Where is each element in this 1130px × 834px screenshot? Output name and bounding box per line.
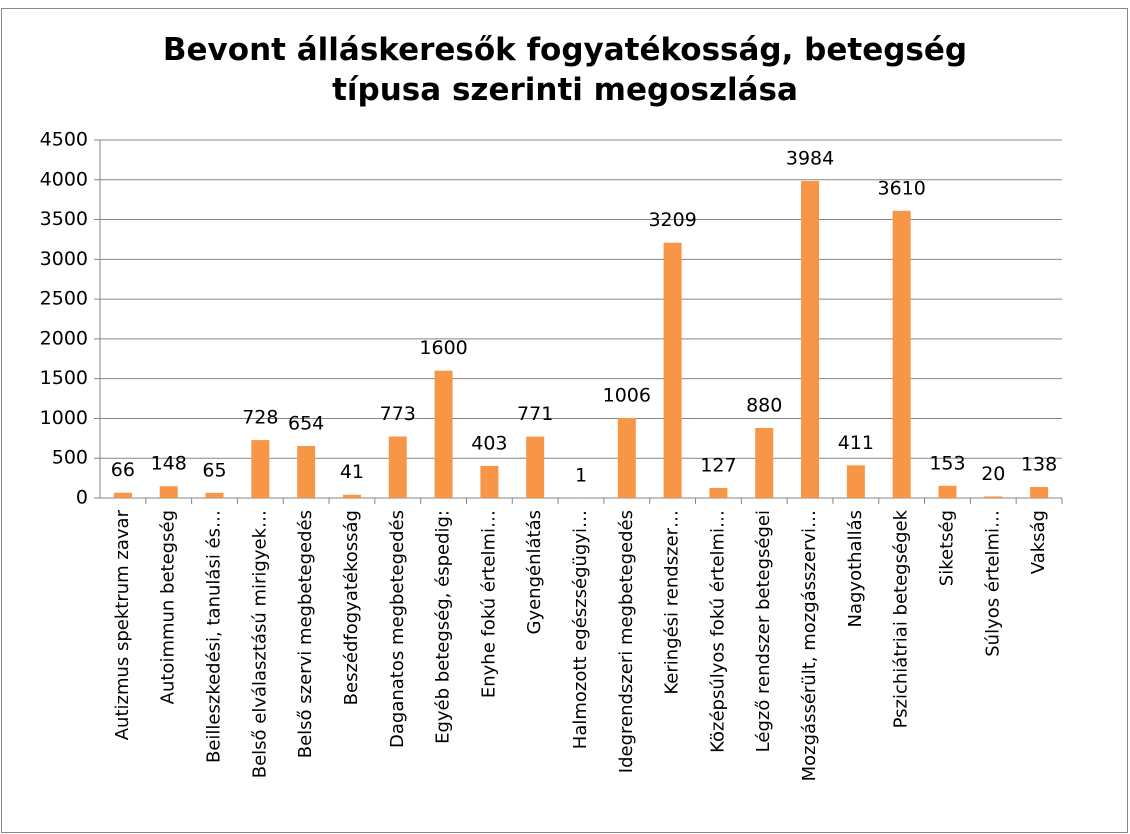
- bar: [159, 486, 178, 498]
- x-tick-label: Egyéb betegség, éspedig:: [433, 510, 454, 744]
- x-tick-label: Vakság: [1028, 510, 1049, 574]
- y-tick-label: 500: [52, 447, 88, 469]
- bar: [480, 465, 499, 498]
- chart-title: Bevont álláskeresők fogyatékosság, beteg…: [162, 32, 968, 108]
- x-tick-label: Idegrendszeri megbetegedés: [616, 510, 637, 773]
- bar: [251, 440, 270, 498]
- data-label: 3984: [786, 148, 834, 170]
- x-tick-label: Súlyos értelmi…: [982, 510, 1003, 657]
- bar: [846, 465, 865, 498]
- data-label: 127: [700, 454, 736, 476]
- x-tick-label: Enyhe fokú értelmi…: [478, 510, 499, 698]
- bar: [388, 436, 407, 498]
- data-label: 654: [288, 412, 324, 434]
- x-tick-label: Belső elválasztású mirigyek…: [249, 510, 270, 778]
- bar: [709, 487, 728, 498]
- bar: [892, 210, 911, 498]
- bar: [801, 181, 820, 498]
- bar: [755, 427, 774, 498]
- x-tick-label: Beilleszkedési, tanulási és…: [204, 510, 225, 763]
- x-tick-label: Keringési rendszer…: [662, 510, 683, 695]
- bar: [663, 242, 682, 498]
- data-label: 153: [929, 452, 965, 474]
- bar: [938, 485, 957, 498]
- data-label: 148: [151, 453, 187, 475]
- data-label: 1600: [419, 337, 467, 359]
- y-tick-label: 0: [76, 487, 88, 509]
- y-tick-label: 2000: [40, 327, 88, 349]
- bar: [984, 496, 1003, 498]
- y-tick-label: 1000: [40, 407, 88, 429]
- data-label: 771: [517, 403, 553, 425]
- y-tick-label: 4500: [40, 129, 88, 151]
- x-tick-label: Nagyothallás: [845, 510, 866, 628]
- chart-border: [1, 8, 1128, 833]
- y-tick-label: 2500: [40, 288, 88, 310]
- data-label: 65: [202, 459, 226, 481]
- x-tick-label: Halmozott egészségügyi…: [570, 510, 591, 749]
- bar: [434, 370, 453, 498]
- bar: [342, 494, 361, 498]
- data-label: 1006: [603, 384, 651, 406]
- bar: [113, 492, 132, 498]
- y-tick-label: 3500: [40, 208, 88, 230]
- y-tick-label: 1500: [40, 367, 88, 389]
- x-tick-label: Autizmus spektrum zavar: [112, 509, 133, 740]
- x-tick-label: Belső szervi megbetegedés: [295, 510, 316, 758]
- x-tick-label: Középsúlyos fokú értelmi…: [707, 510, 728, 753]
- data-label: 403: [471, 432, 507, 454]
- data-label: 773: [380, 403, 416, 425]
- data-label: 138: [1021, 454, 1057, 476]
- x-tick-label: Autoimmun betegség: [158, 510, 179, 704]
- bar: [526, 436, 545, 498]
- y-tick-label: 3000: [40, 248, 88, 270]
- bar: [1030, 487, 1049, 498]
- data-label: 411: [838, 432, 874, 454]
- x-tick-label: Siketség: [936, 510, 957, 586]
- data-label: 3610: [877, 177, 925, 199]
- data-label: 880: [746, 394, 782, 416]
- data-label: 728: [242, 407, 278, 429]
- data-label: 20: [981, 463, 1005, 485]
- data-label: 41: [340, 461, 364, 483]
- x-tick-label: Gyengénlátás: [524, 510, 545, 635]
- bar: [205, 492, 224, 498]
- x-tick-label: Daganatos megbetegedés: [387, 510, 408, 748]
- data-label: 1: [575, 464, 587, 486]
- data-label: 66: [111, 459, 135, 481]
- data-label: 3209: [648, 209, 696, 231]
- x-tick-label: Mozgássérült, mozgásszervi…: [799, 510, 820, 781]
- x-tick-label: Beszédfogyatékosság: [341, 510, 362, 705]
- x-tick-label: Légző rendszer betegségei: [753, 510, 774, 752]
- y-tick-label: 4000: [40, 168, 88, 190]
- bar: [617, 417, 636, 498]
- x-tick-label: Pszichiátriai betegségek: [891, 509, 912, 728]
- bar: [297, 445, 316, 498]
